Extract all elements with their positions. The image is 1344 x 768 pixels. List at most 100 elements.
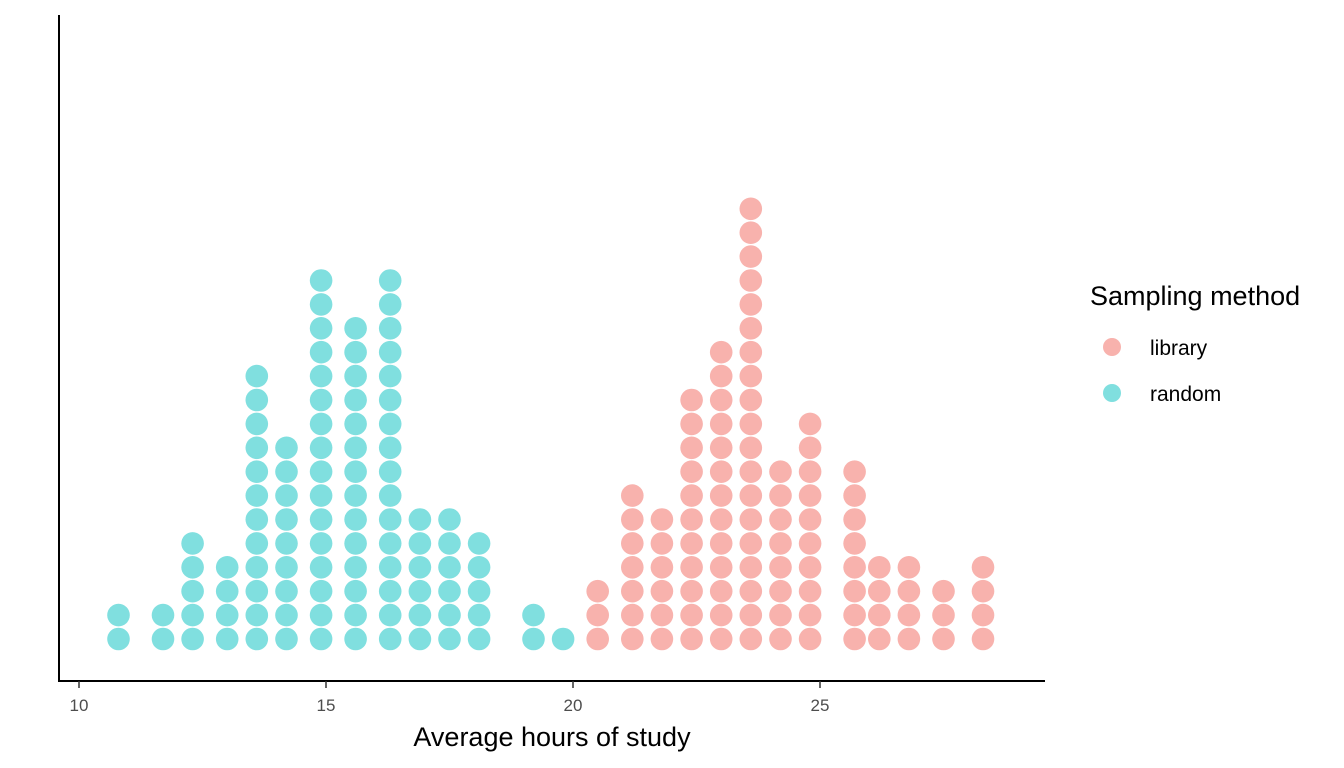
dot-random — [467, 579, 491, 603]
dot-library — [868, 579, 891, 603]
dot-library — [769, 484, 792, 507]
dot-random — [408, 627, 432, 651]
dot-random — [438, 627, 461, 651]
dot-library — [971, 556, 995, 579]
dot-random — [245, 364, 269, 388]
legend-key-random — [1103, 384, 1121, 402]
dot-library — [709, 460, 733, 484]
dot-library — [769, 579, 792, 603]
dot-random — [344, 317, 367, 340]
dot-library — [798, 412, 822, 436]
dot-library — [739, 508, 763, 531]
dot-random — [378, 508, 402, 531]
dot-random — [378, 579, 402, 603]
dot-random — [309, 556, 333, 579]
dot-random — [467, 532, 491, 555]
dot-library — [739, 293, 763, 316]
dot-library — [868, 627, 891, 651]
dot-random — [344, 340, 367, 364]
dot-library — [798, 532, 822, 555]
dot-random — [245, 579, 269, 603]
dot-library — [680, 556, 703, 579]
dot-library — [971, 627, 995, 651]
dot-library — [621, 579, 644, 603]
dot-random — [378, 460, 402, 484]
x-ticks: 10 15 20 25 — [70, 681, 830, 715]
dot-random — [107, 627, 130, 651]
dot-random — [107, 603, 130, 627]
dot-random — [245, 627, 269, 651]
dot-library — [769, 603, 792, 627]
legend: Sampling method library random — [1090, 281, 1300, 406]
dot-random — [408, 579, 432, 603]
dot-library — [739, 436, 763, 460]
dot-random — [467, 603, 491, 627]
dot-library — [709, 579, 733, 603]
dot-random — [309, 508, 333, 531]
dot-random — [378, 412, 402, 436]
dot-library — [739, 221, 763, 244]
dot-random — [181, 532, 204, 555]
dot-random — [378, 603, 402, 627]
dot-library — [843, 556, 866, 579]
dot-library — [680, 532, 703, 555]
dot-library — [843, 579, 866, 603]
dot-random — [245, 532, 269, 555]
dot-library — [843, 484, 866, 507]
dot-library — [709, 532, 733, 555]
dot-library — [769, 627, 792, 651]
dot-random — [309, 603, 333, 627]
dot-library — [798, 436, 822, 460]
dot-random — [438, 532, 461, 555]
dot-library — [769, 460, 792, 484]
dot-random — [378, 484, 402, 507]
dot-library — [621, 603, 644, 627]
dot-random — [309, 364, 333, 388]
dot-random — [408, 508, 432, 531]
dot-library — [586, 603, 609, 627]
dot-library — [897, 603, 921, 627]
dot-library — [843, 508, 866, 531]
x-tick-label: 25 — [811, 696, 830, 715]
dot-library — [680, 627, 703, 651]
dot-library — [680, 484, 703, 507]
dot-random — [215, 579, 239, 603]
x-tick-label: 15 — [317, 696, 336, 715]
dot-random — [275, 532, 298, 555]
dot-random — [275, 556, 298, 579]
dot-library — [680, 388, 703, 412]
dot-random — [551, 627, 575, 651]
dot-random — [467, 556, 491, 579]
dot-random — [378, 532, 402, 555]
dot-random — [245, 484, 269, 507]
dot-library — [897, 556, 921, 579]
dot-library — [650, 603, 674, 627]
dot-random — [522, 627, 545, 651]
dot-random — [344, 436, 367, 460]
dot-library — [798, 579, 822, 603]
dot-library — [769, 532, 792, 555]
dot-random — [245, 388, 269, 412]
dot-library — [739, 627, 763, 651]
dot-library — [650, 579, 674, 603]
dot-library — [843, 627, 866, 651]
dot-random — [438, 603, 461, 627]
dot-random — [344, 579, 367, 603]
dot-library — [739, 269, 763, 292]
dot-random — [378, 627, 402, 651]
dot-random — [245, 508, 269, 531]
dot-random — [408, 603, 432, 627]
dot-library — [680, 579, 703, 603]
dot-random — [309, 460, 333, 484]
dot-random — [275, 579, 298, 603]
dot-random — [378, 364, 402, 388]
dot-library — [739, 484, 763, 507]
dot-library — [621, 508, 644, 531]
dot-library — [798, 603, 822, 627]
dot-library — [932, 579, 955, 603]
dot-random — [408, 556, 432, 579]
dot-library — [680, 508, 703, 531]
dot-library — [843, 460, 866, 484]
dot-library — [739, 460, 763, 484]
